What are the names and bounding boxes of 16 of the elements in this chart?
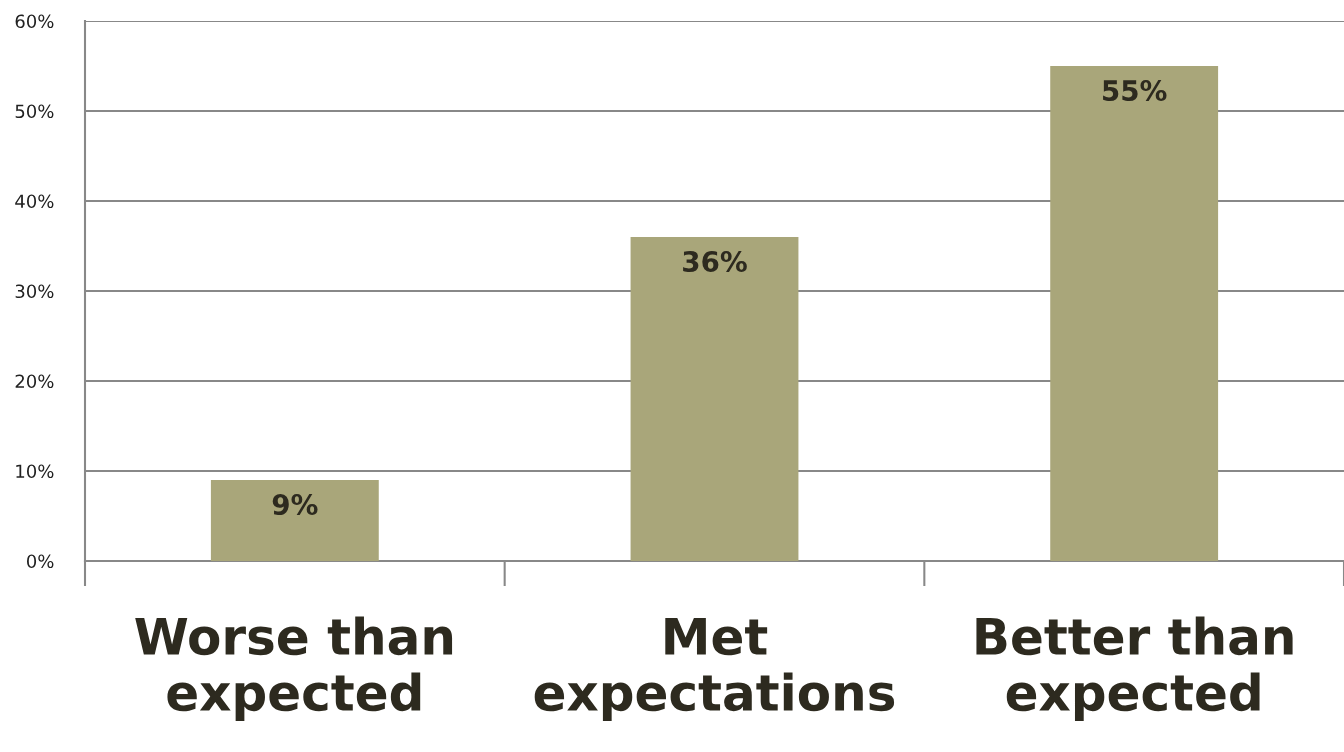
data-label: 36%: [683, 250, 747, 272]
x-tick-label: Worse than expected: [135, 616, 453, 721]
bar: [630, 237, 799, 561]
data-label: 9%: [272, 493, 318, 515]
y-tick-label: 50%: [15, 104, 54, 119]
bar: [210, 480, 379, 561]
y-tick-label: 20%: [15, 374, 54, 389]
x-tick-label: Better than expected: [976, 616, 1293, 721]
x-tick-label: Met expectations: [534, 618, 895, 721]
bar: [1050, 66, 1219, 561]
y-tick-label: 10%: [16, 464, 54, 479]
y-tick-label: 40%: [15, 194, 54, 209]
y-tick-label: 30%: [15, 284, 54, 299]
y-tick-label: 60%: [15, 14, 54, 29]
y-tick-label: 0%: [26, 554, 54, 569]
data-label: 55%: [1103, 79, 1167, 101]
